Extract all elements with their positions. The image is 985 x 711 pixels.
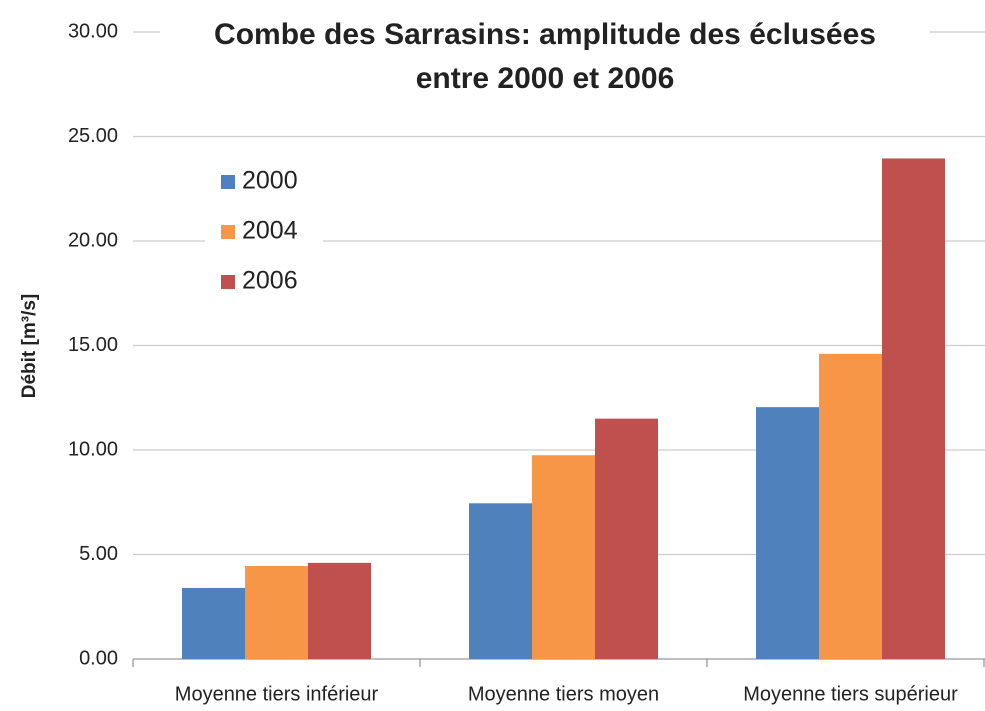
y-tick-label: 10.00 [68, 438, 118, 460]
y-tick-label: 25.00 [68, 125, 118, 147]
y-tick-label: 20.00 [68, 229, 118, 251]
legend-label: 2006 [242, 267, 298, 295]
chart-title: Combe des Sarrasins: amplitude des éclus… [214, 18, 876, 51]
bar [469, 503, 532, 659]
y-tick-label: 0.00 [79, 647, 118, 669]
x-tick-label: Moyenne tiers moyen [468, 683, 659, 705]
legend-swatch [221, 175, 235, 189]
bar [595, 418, 658, 659]
legend-swatch [221, 225, 235, 239]
title-background [160, 12, 930, 104]
bar [756, 407, 819, 659]
legend-label: 2004 [242, 217, 298, 245]
bar [819, 353, 882, 659]
y-axis-label: Débit [m³/s] [19, 294, 40, 399]
y-tick-label: 5.00 [79, 543, 118, 565]
legend-swatch [221, 275, 235, 289]
bar [882, 158, 945, 659]
chart-title: entre 2000 et 2006 [416, 62, 675, 95]
x-tick-label: Moyenne tiers inférieur [175, 683, 379, 705]
bar [308, 562, 371, 659]
bar [245, 565, 308, 659]
legend-label: 2000 [242, 167, 298, 195]
bar [182, 587, 245, 659]
y-tick-label: 30.00 [68, 20, 118, 42]
y-tick-label: 15.00 [68, 334, 118, 356]
x-tick-label: Moyenne tiers supérieur [743, 683, 958, 705]
bar [532, 455, 595, 659]
